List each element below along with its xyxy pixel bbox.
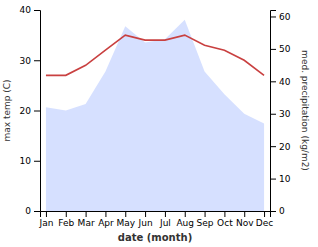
axis-line	[271, 11, 277, 212]
y2-tick: 30	[270, 109, 291, 119]
y2-tick-label: 60	[279, 12, 291, 22]
y2-axis: 0 10 20 30 40 50 60	[270, 11, 291, 217]
x-tick-mark	[264, 211, 265, 217]
y-tick-mark	[34, 211, 40, 212]
y2-tick-mark	[270, 146, 276, 147]
x-tick-label: Nov	[236, 218, 254, 228]
y-tick: 0	[25, 206, 40, 216]
precipitation-area	[46, 20, 264, 211]
y-tick: 10	[20, 156, 40, 166]
x-tick: Jan	[39, 211, 54, 228]
x-tick: May	[116, 211, 135, 228]
x-tick-mark	[86, 211, 87, 217]
y2-tick-mark	[270, 179, 276, 180]
y2-tick: 10	[270, 174, 291, 184]
x-tick-label: Aug	[176, 218, 194, 228]
y-tick-mark	[34, 10, 40, 11]
y2-tick-mark	[270, 211, 276, 212]
y2-tick-label: 40	[279, 77, 291, 87]
x-tick-label: May	[116, 218, 135, 228]
y2-tick: 0	[270, 206, 285, 216]
x-tick-mark	[244, 211, 245, 217]
y-tick: 30	[20, 56, 40, 66]
y-tick-mark	[34, 111, 40, 112]
y2-tick-label: 30	[279, 109, 291, 119]
x-tick-mark	[66, 211, 67, 217]
x-tick-mark	[46, 211, 47, 217]
temperature-line	[46, 35, 264, 75]
chart-svg: Jan Feb MarAprMayJun Jul AugSepOctNovDec 0 10 2…	[0, 0, 318, 247]
y-tick-label: 20	[20, 106, 32, 116]
x-tick-label: Jul	[159, 218, 171, 228]
axis-line	[34, 11, 41, 212]
x-tick-mark	[145, 211, 146, 217]
x-tick-label: Dec	[256, 218, 273, 228]
plot: Jan Feb MarAprMayJun Jul AugSepOctNovDec 0 10 2…	[2, 5, 310, 243]
x-tick: Sep	[197, 211, 214, 228]
axis-line	[41, 212, 271, 218]
x-tick-label: Jan	[39, 218, 54, 228]
y-tick-label: 30	[20, 56, 32, 66]
x-axis-title: date (month)	[118, 232, 192, 243]
y-tick: 40	[20, 5, 40, 15]
x-tick-mark	[224, 211, 225, 217]
x-tick-label: Oct	[217, 218, 233, 228]
marks	[46, 20, 264, 211]
x-tick: Oct	[217, 211, 233, 228]
y2-tick-label: 20	[279, 142, 291, 152]
y-tick-label: 40	[20, 5, 32, 15]
y2-tick-label: 10	[279, 174, 291, 184]
x-tick-mark	[105, 211, 106, 217]
y-tick-label: 0	[25, 206, 31, 216]
y2-tick: 20	[270, 142, 291, 152]
y-axis: 0 10 20 30 40	[20, 5, 41, 216]
y2-tick-label: 50	[279, 44, 291, 54]
x-tick-mark	[185, 211, 186, 217]
x-tick: Aug	[176, 211, 194, 228]
y2-tick-mark	[270, 16, 276, 17]
x-tick-mark	[125, 211, 126, 217]
y2-axis-title: med. precipitation (kg/m2)	[300, 50, 310, 171]
y2-tick-mark	[270, 114, 276, 115]
x-tick: Jul	[159, 211, 171, 228]
y2-tick-mark	[270, 49, 276, 50]
y2-tick: 60	[270, 12, 291, 22]
y2-tick-mark	[270, 81, 276, 82]
chart-container: Jan Feb MarAprMayJun Jul AugSepOctNovDec 0 10 2…	[0, 0, 318, 247]
x-tick: Dec	[256, 211, 273, 228]
x-tick-label: Mar	[78, 218, 95, 228]
x-tick-mark	[205, 211, 206, 217]
x-tick: Mar	[78, 211, 95, 228]
x-tick: Apr	[98, 211, 114, 228]
y2-tick-label: 0	[279, 206, 285, 216]
x-tick: Jun	[138, 211, 153, 228]
x-tick-label: Sep	[197, 218, 214, 228]
y-tick: 20	[20, 106, 40, 116]
y-tick-mark	[34, 60, 40, 61]
x-tick-mark	[165, 211, 166, 217]
x-tick: Nov	[236, 211, 254, 228]
x-tick-label: Jun	[138, 218, 153, 228]
x-tick: Feb	[58, 211, 74, 228]
y-tick-label: 10	[20, 156, 32, 166]
x-axis: Jan Feb MarAprMayJun Jul AugSepOctNovDec	[39, 211, 274, 228]
x-tick-label: Feb	[58, 218, 74, 228]
y2-tick: 50	[270, 44, 291, 54]
y-tick-mark	[34, 161, 40, 162]
y-axis-title: max temp (C)	[2, 79, 12, 141]
y2-tick: 40	[270, 77, 291, 87]
x-tick-label: Apr	[98, 218, 114, 228]
